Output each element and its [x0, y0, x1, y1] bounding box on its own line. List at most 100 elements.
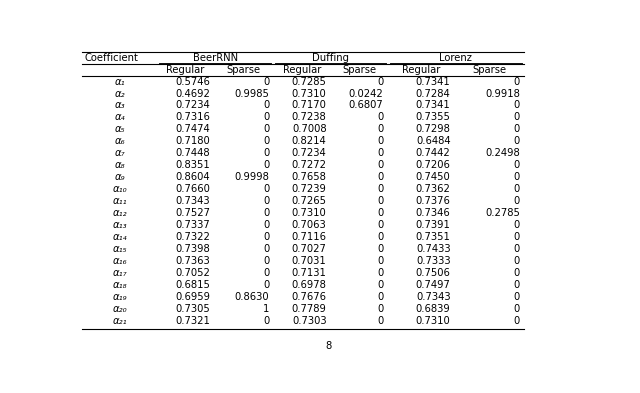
Text: Regular: Regular: [166, 64, 205, 75]
Text: 0: 0: [514, 268, 520, 278]
Text: 0: 0: [514, 280, 520, 290]
Text: 0.7303: 0.7303: [292, 316, 326, 326]
Text: 0.7450: 0.7450: [416, 172, 451, 182]
Text: 0: 0: [378, 220, 383, 230]
Text: 0.7265: 0.7265: [291, 196, 326, 206]
Text: α₃: α₃: [115, 101, 125, 110]
Text: 0.7052: 0.7052: [175, 268, 210, 278]
Text: 0.7238: 0.7238: [292, 112, 326, 123]
Text: 0.7343: 0.7343: [175, 196, 210, 206]
Text: Sparse: Sparse: [227, 64, 260, 75]
Text: 0.7433: 0.7433: [416, 244, 451, 254]
Text: 0.7305: 0.7305: [175, 304, 210, 314]
Text: 0: 0: [263, 232, 269, 242]
Text: 0: 0: [263, 77, 269, 86]
Text: Coefficient: Coefficient: [85, 53, 139, 63]
Text: 0: 0: [514, 196, 520, 206]
Text: α₁₈: α₁₈: [113, 280, 127, 290]
Text: α₁₇: α₁₇: [113, 268, 127, 278]
Text: 0.7391: 0.7391: [415, 220, 451, 230]
Text: 0: 0: [263, 136, 269, 146]
Text: 0: 0: [514, 77, 520, 86]
Text: 0.7448: 0.7448: [175, 148, 210, 158]
Text: 0.9918: 0.9918: [485, 88, 520, 99]
Text: 0: 0: [514, 172, 520, 182]
Text: α₁₁: α₁₁: [113, 196, 127, 206]
Text: 0.6484: 0.6484: [416, 136, 451, 146]
Text: 0.7343: 0.7343: [416, 292, 451, 302]
Text: 0: 0: [514, 184, 520, 194]
Text: α₈: α₈: [115, 160, 125, 170]
Text: α₂: α₂: [115, 88, 125, 99]
Text: 0.7027: 0.7027: [292, 244, 326, 254]
Text: 0: 0: [263, 268, 269, 278]
Text: α₁₀: α₁₀: [113, 184, 127, 194]
Text: 0.7008: 0.7008: [292, 125, 326, 134]
Text: 0.7337: 0.7337: [175, 220, 210, 230]
Text: 0.6807: 0.6807: [349, 101, 383, 110]
Text: BeerRNN: BeerRNN: [193, 53, 237, 63]
Text: 0.6959: 0.6959: [175, 292, 210, 302]
Text: 0.7206: 0.7206: [415, 160, 451, 170]
Text: 8: 8: [325, 341, 331, 351]
Text: 0: 0: [514, 316, 520, 326]
Text: 0.7285: 0.7285: [292, 77, 326, 86]
Text: 0.8630: 0.8630: [235, 292, 269, 302]
Text: α₂₁: α₂₁: [113, 316, 127, 326]
Text: 0.7234: 0.7234: [292, 148, 326, 158]
Text: α₁₂: α₁₂: [113, 208, 127, 218]
Text: 0: 0: [263, 184, 269, 194]
Text: 0.7351: 0.7351: [415, 232, 451, 242]
Text: 0.7676: 0.7676: [291, 292, 326, 302]
Text: 0: 0: [263, 316, 269, 326]
Text: 0: 0: [514, 136, 520, 146]
Text: 0.7234: 0.7234: [175, 101, 210, 110]
Text: 0: 0: [378, 148, 383, 158]
Text: Sparse: Sparse: [472, 64, 506, 75]
Text: 0: 0: [514, 220, 520, 230]
Text: 0.7497: 0.7497: [415, 280, 451, 290]
Text: 0.7442: 0.7442: [416, 148, 451, 158]
Text: α₅: α₅: [115, 125, 125, 134]
Text: 0: 0: [378, 280, 383, 290]
Text: 0: 0: [263, 220, 269, 230]
Text: 0.7346: 0.7346: [416, 208, 451, 218]
Text: 0.7131: 0.7131: [292, 268, 326, 278]
Text: α₄: α₄: [115, 112, 125, 123]
Text: 0.7341: 0.7341: [416, 77, 451, 86]
Text: α₁₃: α₁₃: [113, 220, 127, 230]
Text: 0.7116: 0.7116: [291, 232, 326, 242]
Text: 0.7031: 0.7031: [292, 256, 326, 266]
Text: α₉: α₉: [115, 172, 125, 182]
Text: α₁₅: α₁₅: [113, 244, 127, 254]
Text: 0.7310: 0.7310: [292, 208, 326, 218]
Text: 0: 0: [378, 316, 383, 326]
Text: 0: 0: [378, 244, 383, 254]
Text: 0.7658: 0.7658: [292, 172, 326, 182]
Text: 0.7310: 0.7310: [416, 316, 451, 326]
Text: α₁₉: α₁₉: [113, 292, 127, 302]
Text: 0: 0: [263, 148, 269, 158]
Text: 0: 0: [263, 112, 269, 123]
Text: 0.7239: 0.7239: [292, 184, 326, 194]
Text: 0.4692: 0.4692: [175, 88, 210, 99]
Text: 0.9998: 0.9998: [235, 172, 269, 182]
Text: Regular: Regular: [283, 64, 321, 75]
Text: 0.7527: 0.7527: [175, 208, 210, 218]
Text: 0.7316: 0.7316: [175, 112, 210, 123]
Text: 0: 0: [378, 196, 383, 206]
Text: 0.2498: 0.2498: [485, 148, 520, 158]
Text: 0.9985: 0.9985: [235, 88, 269, 99]
Text: α₁: α₁: [115, 77, 125, 86]
Text: 0: 0: [378, 256, 383, 266]
Text: α₆: α₆: [115, 136, 125, 146]
Text: 0: 0: [514, 160, 520, 170]
Text: 0: 0: [514, 232, 520, 242]
Text: Regular: Regular: [402, 64, 440, 75]
Text: 0: 0: [263, 280, 269, 290]
Text: 0: 0: [378, 184, 383, 194]
Text: 0: 0: [263, 125, 269, 134]
Text: 0: 0: [514, 256, 520, 266]
Text: 0.7063: 0.7063: [292, 220, 326, 230]
Text: 0.8214: 0.8214: [292, 136, 326, 146]
